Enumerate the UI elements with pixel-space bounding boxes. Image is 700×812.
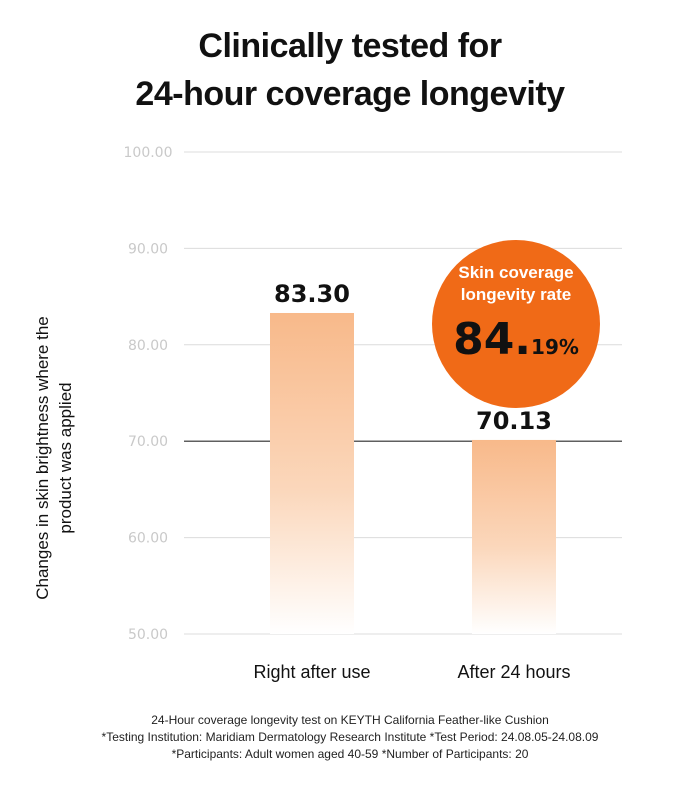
x-tick-label: After 24 hours [457,662,570,682]
y-axis-label-line-1: Changes in skin brightness where the [33,316,52,600]
footnote-line-2: *Testing Institution: Maridiam Dermatolo… [101,730,599,744]
labels: 100.00 90.00 80.00 70.00 60.00 50.00 83.30 Righ… [124,145,571,682]
badge-label: Skin coverage longevity rate [432,262,600,306]
bars [270,312,556,634]
y-tick-label: 100.00 [124,145,173,161]
title-line-1: Clinically tested for [198,27,502,65]
y-tick-label: 80.00 [128,338,168,354]
y-tick-label: 90.00 [128,241,168,257]
bar-1 [270,312,354,634]
y-tick-label: 70.00 [128,434,168,450]
y-tick-label: 50.00 [128,627,168,643]
bar-value-label: 70.13 [476,407,552,435]
y-axis-label-line-2: product was applied [56,382,75,534]
longevity-rate-badge: Skin coverage longevity rate 84.19% [432,240,600,408]
badge-label-line-2: longevity rate [460,285,572,304]
badge-label-line-1: Skin coverage [458,263,574,282]
badge-value-integer: 84. [453,314,532,365]
footnote: 24-Hour coverage longevity test on KEYTH… [0,712,700,763]
chart-title: Clinically tested for 24-hour coverage l… [0,22,700,118]
footnote-line-1: 24-Hour coverage longevity test on KEYTH… [151,713,549,727]
badge-value: 84.19% [432,314,600,365]
badge-value-decimal: 19% [531,335,579,359]
footnote-line-3: *Participants: Adult women aged 40-59 *N… [171,747,529,761]
bar-value-label: 83.30 [274,280,350,308]
y-tick-label: 60.00 [128,531,168,547]
bar-2 [472,439,556,634]
y-axis-label: Changes in skin brightness where the pro… [31,258,85,658]
x-tick-label: Right after use [253,662,370,682]
title-line-2: 24-hour coverage longevity [135,75,565,113]
